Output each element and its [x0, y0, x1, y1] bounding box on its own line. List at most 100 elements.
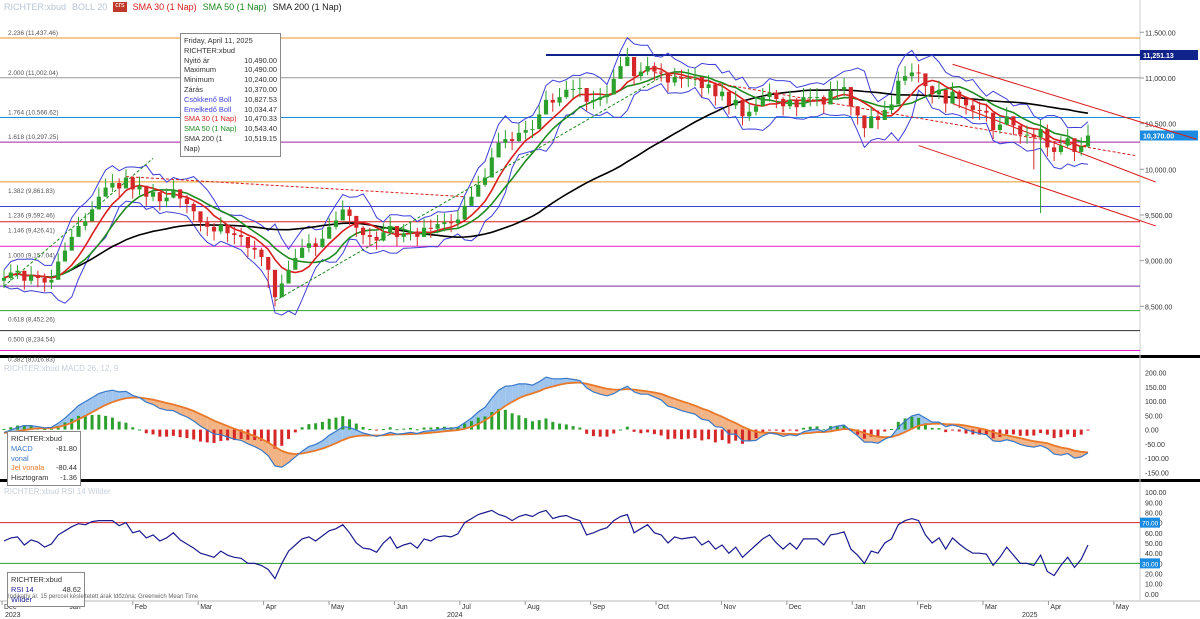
macd-tick-label: -150.00 [1145, 470, 1169, 477]
indicator-legend: RICHTER:xbud BOLL 20 crs SMA 30 (1 Nap) … [4, 2, 342, 12]
candle-body [1004, 116, 1009, 125]
macd-histogram-bar [713, 429, 717, 443]
macd-histogram-bar [890, 428, 894, 430]
macd-tick-label: 150.00 [1145, 385, 1167, 392]
legend-sma50[interactable]: SMA 50 (1 Nap) [202, 2, 267, 12]
candle-body [970, 105, 975, 110]
macd-histogram-bar [605, 429, 609, 437]
candle-body [144, 185, 149, 197]
macd-histogram-bar [29, 426, 33, 430]
candle-body [293, 257, 298, 270]
macd-histogram-bar [964, 429, 968, 434]
candle-body [957, 91, 962, 99]
tooltip-value: 10,827.53 [244, 94, 277, 104]
candle-body [62, 250, 68, 262]
price-label-box [1140, 130, 1198, 141]
macd-fill [159, 401, 167, 411]
rsi-tooltip-symbol: RICHTER:xbud [11, 575, 62, 584]
macd-panel-label: RICHTER:xbud MACD 26, 12, 9 [4, 364, 119, 373]
macd-fill [505, 385, 513, 406]
macd-histogram-bar [1066, 429, 1070, 435]
rsi-tooltip: RICHTER:xbud RSI 14 Wilder 48.62 [7, 572, 85, 608]
legend-sma30[interactable]: SMA 30 (1 Nap) [132, 2, 197, 12]
rsi-tick-label: 60.00 [1145, 531, 1163, 538]
tooltip-row: Zárás 10,370.00 [184, 85, 277, 95]
fib-level-label: 2.000 (11,002.04) [8, 70, 58, 77]
legend-sma200[interactable]: SMA 200 (1 Nap) [272, 2, 342, 12]
macd-histogram-bar [707, 429, 711, 440]
candle-body [503, 139, 508, 143]
macd-histogram-bar [273, 429, 277, 449]
macd-histogram-bar [239, 429, 243, 439]
macd-fill [268, 442, 275, 467]
candle-body [320, 238, 325, 247]
tooltip-value: 10,240.00 [244, 75, 277, 85]
macd-histogram-bar [415, 429, 419, 431]
x-tick-label: Jul [462, 604, 471, 611]
fib-level-label: 0.382 (8,016.83) [8, 356, 55, 363]
macd-histogram-bar [158, 429, 162, 437]
macd-histogram-bar [537, 420, 541, 430]
rsi-tick-label: 50.00 [1145, 541, 1163, 548]
macd-fill [498, 386, 506, 411]
fib-level-label: 1.764 (10,566.62) [8, 110, 58, 117]
macd-histogram-bar [381, 428, 385, 430]
tooltip-row: Nyitó ár 10,490.00 [184, 56, 277, 66]
macd-histogram-bar [138, 429, 141, 431]
macd-fill [71, 405, 79, 423]
candle-body [306, 243, 311, 248]
candle-body [923, 73, 928, 87]
macd-histogram-bar [632, 429, 636, 432]
macd-histogram-bar [368, 428, 372, 430]
macd-fill [857, 430, 865, 443]
macd-fill [471, 411, 479, 427]
candle-body [753, 106, 759, 112]
macd-tooltip-value: -80.44 [56, 463, 77, 473]
macd-histogram-bar [544, 418, 548, 430]
candle-body [1065, 138, 1070, 146]
tooltip-symbol: RICHTER:xbud [184, 45, 235, 55]
macd-histogram-bar [646, 429, 650, 433]
rsi-line [3, 509, 1089, 580]
candle-body [638, 71, 643, 77]
macd-histogram-bar [517, 415, 521, 430]
legend-badge[interactable]: crs [113, 2, 127, 12]
candle-body [421, 227, 427, 237]
macd-tick-label: 200.00 [1145, 371, 1167, 378]
panel-separator [0, 355, 1200, 358]
price-tick-label: 9,500.00 [1145, 213, 1172, 220]
candle-body [272, 269, 278, 298]
macd-histogram-bar [917, 417, 921, 430]
candle-body [1045, 129, 1050, 148]
macd-histogram-bar [883, 429, 887, 432]
macd-fill [681, 401, 689, 413]
macd-histogram-bar [761, 429, 765, 433]
macd-tick-label: 100.00 [1145, 399, 1167, 406]
macd-histogram-bar [801, 427, 805, 430]
macd-histogram-bar [869, 429, 873, 437]
macd-histogram-bar [1025, 429, 1029, 436]
macd-histogram-bar [131, 427, 135, 430]
fib-level-label: 1.618 (10,297.25) [8, 134, 58, 141]
macd-histogram-bar [266, 429, 270, 443]
price-tick-label: 8,500.00 [1145, 304, 1172, 311]
candle-body [42, 278, 47, 283]
macd-histogram-bar [293, 429, 297, 433]
macd-histogram-bar [49, 428, 53, 430]
tooltip-value: 10,490.00 [244, 65, 277, 75]
candle-body [340, 209, 345, 221]
macd-fill [288, 453, 296, 463]
macd-histogram-bar [585, 429, 589, 434]
macd-histogram-bar [2, 428, 6, 430]
macd-fill [220, 423, 228, 437]
candle-body [557, 97, 562, 103]
tooltip-label: Minimum [184, 75, 214, 85]
macd-fill [735, 422, 743, 441]
macd-histogram-bar [1052, 429, 1056, 439]
tooltip-value: 10,490.00 [244, 55, 277, 65]
macd-fill [214, 420, 221, 435]
macd-histogram-bar [747, 429, 751, 441]
tooltip-row: Minimum 10,240.00 [184, 75, 277, 85]
tooltip-row: SMA 50 (1 Nap) 10,543.40 [184, 124, 277, 134]
candle-body [950, 91, 955, 104]
